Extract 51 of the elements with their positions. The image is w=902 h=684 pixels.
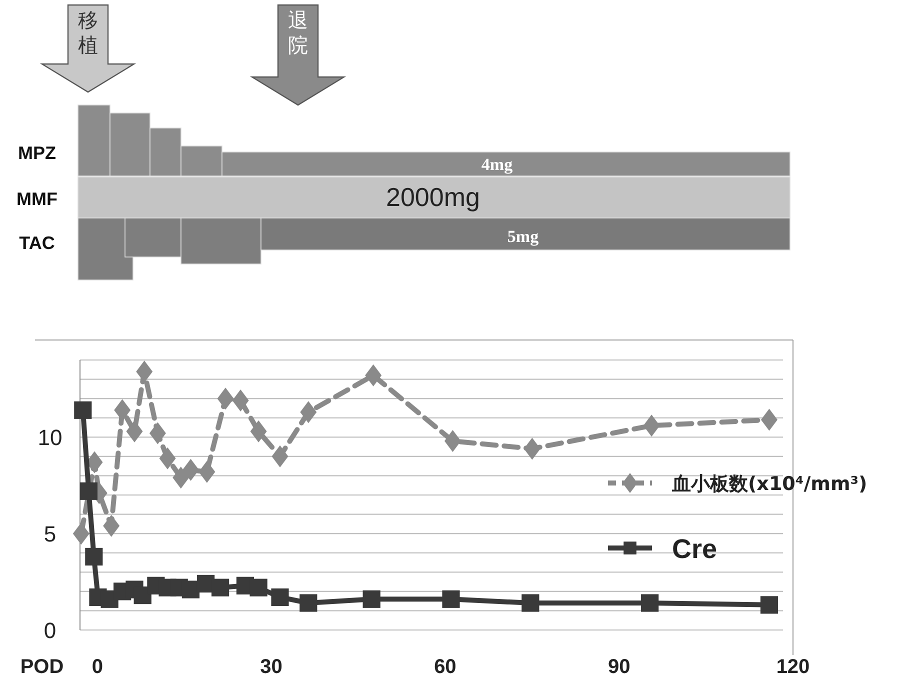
- point: [149, 422, 166, 444]
- point: [72, 522, 90, 545]
- point: [760, 408, 778, 431]
- point: [250, 420, 267, 442]
- x-tick-label: 60: [434, 656, 456, 678]
- text: 5mg: [507, 227, 540, 246]
- x-tick-label: 30: [260, 656, 282, 678]
- text: 移植: [78, 8, 98, 57]
- point: [444, 430, 461, 452]
- x-tick-label: 0: [92, 656, 103, 678]
- point: [198, 460, 216, 483]
- point: [300, 594, 318, 612]
- category-label: MPZ: [18, 143, 56, 163]
- y-tick-label: 5: [44, 522, 56, 547]
- point: [126, 420, 143, 442]
- point: [300, 401, 317, 424]
- point: [362, 590, 380, 608]
- y-tick-label: 0: [44, 618, 56, 643]
- point: [760, 596, 778, 614]
- point: [182, 458, 199, 481]
- point: [103, 514, 120, 537]
- point: [365, 364, 382, 386]
- point: [217, 388, 234, 410]
- point: [74, 401, 92, 419]
- x-tick-label: 120: [776, 656, 810, 678]
- point: [442, 590, 460, 608]
- point: [85, 548, 103, 566]
- y-tick-label: 10: [38, 425, 62, 450]
- point: [232, 390, 249, 412]
- category-label: TAC: [19, 233, 55, 253]
- x-axis-title: POD: [20, 656, 64, 678]
- point: [271, 588, 289, 606]
- point: [522, 594, 540, 612]
- point: [524, 438, 540, 460]
- text: 4mg: [481, 155, 514, 174]
- text: 退院: [288, 8, 308, 57]
- text: 2000mg: [386, 182, 480, 212]
- point: [641, 594, 659, 612]
- point: [211, 578, 230, 596]
- point: [80, 482, 98, 500]
- category-label: MMF: [16, 189, 58, 209]
- point: [272, 445, 288, 468]
- point: [643, 414, 660, 437]
- point: [250, 578, 268, 596]
- point: [136, 360, 153, 383]
- point: [114, 399, 131, 422]
- point: [172, 466, 190, 489]
- legend-label: Cre: [672, 534, 718, 564]
- x-tick-label: 90: [608, 656, 630, 678]
- point: [159, 447, 176, 470]
- legend-label: 血小板数(x10⁴/mm³): [671, 473, 868, 495]
